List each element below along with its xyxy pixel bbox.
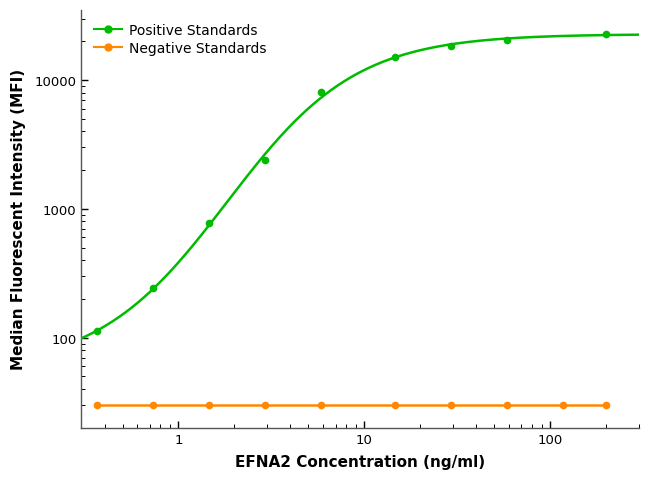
Positive Standards	[503, 38, 511, 44]
Line: Positive Standards: Positive Standards	[94, 31, 609, 335]
Negative Standards	[603, 402, 610, 408]
Negative Standards	[559, 402, 567, 408]
Positive Standards	[447, 44, 455, 49]
Negative Standards	[261, 402, 269, 408]
Negative Standards	[94, 402, 101, 408]
Positive Standards	[150, 285, 157, 291]
X-axis label: EFNA2 Concentration (ng/ml): EFNA2 Concentration (ng/ml)	[235, 454, 485, 469]
Negative Standards	[205, 402, 213, 408]
Positive Standards	[317, 90, 325, 96]
Positive Standards	[205, 220, 213, 226]
Legend: Positive Standards, Negative Standards: Positive Standards, Negative Standards	[88, 18, 272, 61]
Positive Standards	[603, 32, 610, 37]
Negative Standards	[503, 402, 511, 408]
Line: Negative Standards: Negative Standards	[94, 402, 609, 408]
Y-axis label: Median Fluorescent Intensity (MFI): Median Fluorescent Intensity (MFI)	[11, 69, 26, 370]
Negative Standards	[391, 402, 399, 408]
Positive Standards	[94, 329, 101, 335]
Positive Standards	[391, 56, 399, 61]
Positive Standards	[261, 158, 269, 164]
Negative Standards	[317, 402, 325, 408]
Negative Standards	[150, 402, 157, 408]
Negative Standards	[447, 402, 455, 408]
